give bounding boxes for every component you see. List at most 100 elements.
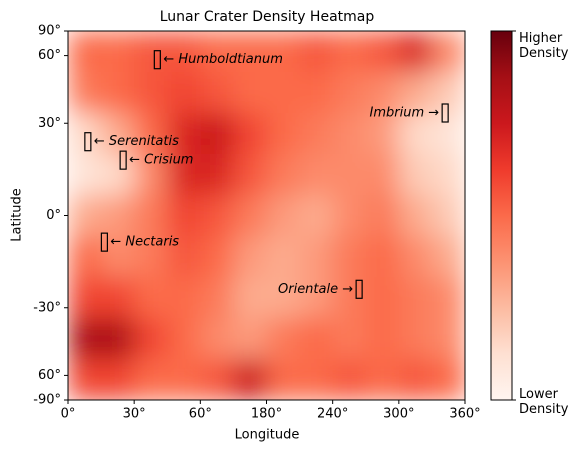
- chart-title: Lunar Crater Density Heatmap: [160, 9, 375, 25]
- heat-cell: [68, 72, 102, 114]
- heat-cell: [266, 72, 301, 114]
- heat-cell: [365, 72, 400, 114]
- heat-cell: [266, 359, 301, 400]
- heat-cell: [68, 359, 102, 400]
- y-tick-label: 0°: [46, 208, 61, 223]
- heat-cell: [101, 72, 135, 114]
- heatmap-cells: [68, 31, 465, 400]
- heat-cell: [233, 113, 267, 155]
- heat-cell: [68, 31, 102, 73]
- heat-cell: [365, 359, 400, 400]
- y-tick-label: -90°: [33, 393, 61, 408]
- heat-cell: [200, 236, 234, 278]
- heat-cell: [134, 31, 168, 73]
- annotation: Imbrium →: [370, 106, 440, 121]
- x-tick-label: 180°: [251, 407, 282, 422]
- heat-cell: [200, 72, 234, 114]
- heat-cell: [431, 236, 465, 278]
- heat-cell: [398, 318, 433, 360]
- y-tick-label: -30°: [33, 300, 61, 315]
- heat-cell: [299, 72, 334, 114]
- heat-cell: [398, 154, 433, 196]
- y-tick-label: 60°: [38, 48, 61, 63]
- heat-cell: [233, 154, 267, 196]
- heat-cell: [332, 72, 367, 114]
- heat-cell: [200, 113, 234, 155]
- heat-cell: [398, 277, 433, 319]
- heat-cell: [299, 195, 334, 237]
- heat-cell: [134, 195, 168, 237]
- heat-cell: [167, 318, 201, 360]
- heat-cell: [167, 195, 201, 237]
- heat-cell: [200, 195, 234, 237]
- heat-cell: [167, 236, 201, 278]
- heat-cell: [101, 318, 135, 360]
- heat-cell: [299, 318, 334, 360]
- heat-cell: [299, 277, 334, 319]
- heat-cell: [266, 154, 301, 196]
- heat-cell: [431, 359, 465, 400]
- x-tick-label: 30°: [123, 407, 146, 422]
- heat-cell: [200, 277, 234, 319]
- heat-cell: [134, 72, 168, 114]
- heat-cell: [200, 31, 234, 73]
- heat-cell: [299, 113, 334, 155]
- heat-cell: [365, 195, 400, 237]
- heat-cell: [101, 113, 135, 155]
- colorbar-label: Lower Density: [519, 387, 569, 417]
- heat-cell: [101, 31, 135, 73]
- colorbar: [490, 30, 513, 401]
- x-tick-label: 360°: [449, 407, 480, 422]
- heat-cell: [101, 236, 135, 278]
- heat-cell: [233, 31, 267, 73]
- crater-marker: [441, 103, 449, 123]
- annotation: ← Serenitatis: [94, 134, 179, 149]
- heat-cell: [332, 154, 367, 196]
- heat-cell: [365, 113, 400, 155]
- heat-cell: [332, 318, 367, 360]
- heat-cell: [233, 236, 267, 278]
- heat-cell: [68, 195, 102, 237]
- y-tick-label: 30°: [38, 116, 61, 131]
- heat-cell: [431, 318, 465, 360]
- heat-cell: [398, 31, 433, 73]
- heat-cell: [233, 318, 267, 360]
- heatmap: [68, 31, 465, 400]
- heat-cell: [266, 31, 301, 73]
- heat-cell: [332, 31, 367, 73]
- crater-marker: [355, 279, 363, 299]
- annotation: Orientale →: [278, 282, 353, 297]
- x-axis-label: Longitude: [235, 428, 300, 443]
- heat-cell: [134, 359, 168, 400]
- heat-cell: [134, 113, 168, 155]
- x-tick-label: 60°: [189, 407, 212, 422]
- x-tick-label: 300°: [383, 407, 414, 422]
- heat-cell: [332, 113, 367, 155]
- heat-cell: [398, 113, 433, 155]
- heat-cell: [365, 236, 400, 278]
- y-axis-label: Latitude: [10, 188, 25, 242]
- heat-cell: [431, 31, 465, 73]
- heat-cell: [167, 277, 201, 319]
- heat-cell: [68, 154, 102, 196]
- heat-cell: [101, 359, 135, 400]
- heat-cell: [167, 113, 201, 155]
- heat-cell: [167, 72, 201, 114]
- heat-cell: [233, 359, 267, 400]
- heat-cell: [233, 277, 267, 319]
- heat-cell: [134, 236, 168, 278]
- heat-cell: [233, 195, 267, 237]
- heat-cell: [233, 72, 267, 114]
- crater-marker: [119, 150, 127, 170]
- heat-cell: [167, 359, 201, 400]
- heat-cell: [398, 195, 433, 237]
- heat-cell: [200, 318, 234, 360]
- crater-marker: [100, 232, 108, 252]
- heat-cell: [365, 318, 400, 360]
- heat-cell: [398, 72, 433, 114]
- x-tick-label: 0°: [61, 407, 76, 422]
- x-tick-label: 240°: [317, 407, 348, 422]
- heat-cell: [101, 154, 135, 196]
- heat-cell: [134, 277, 168, 319]
